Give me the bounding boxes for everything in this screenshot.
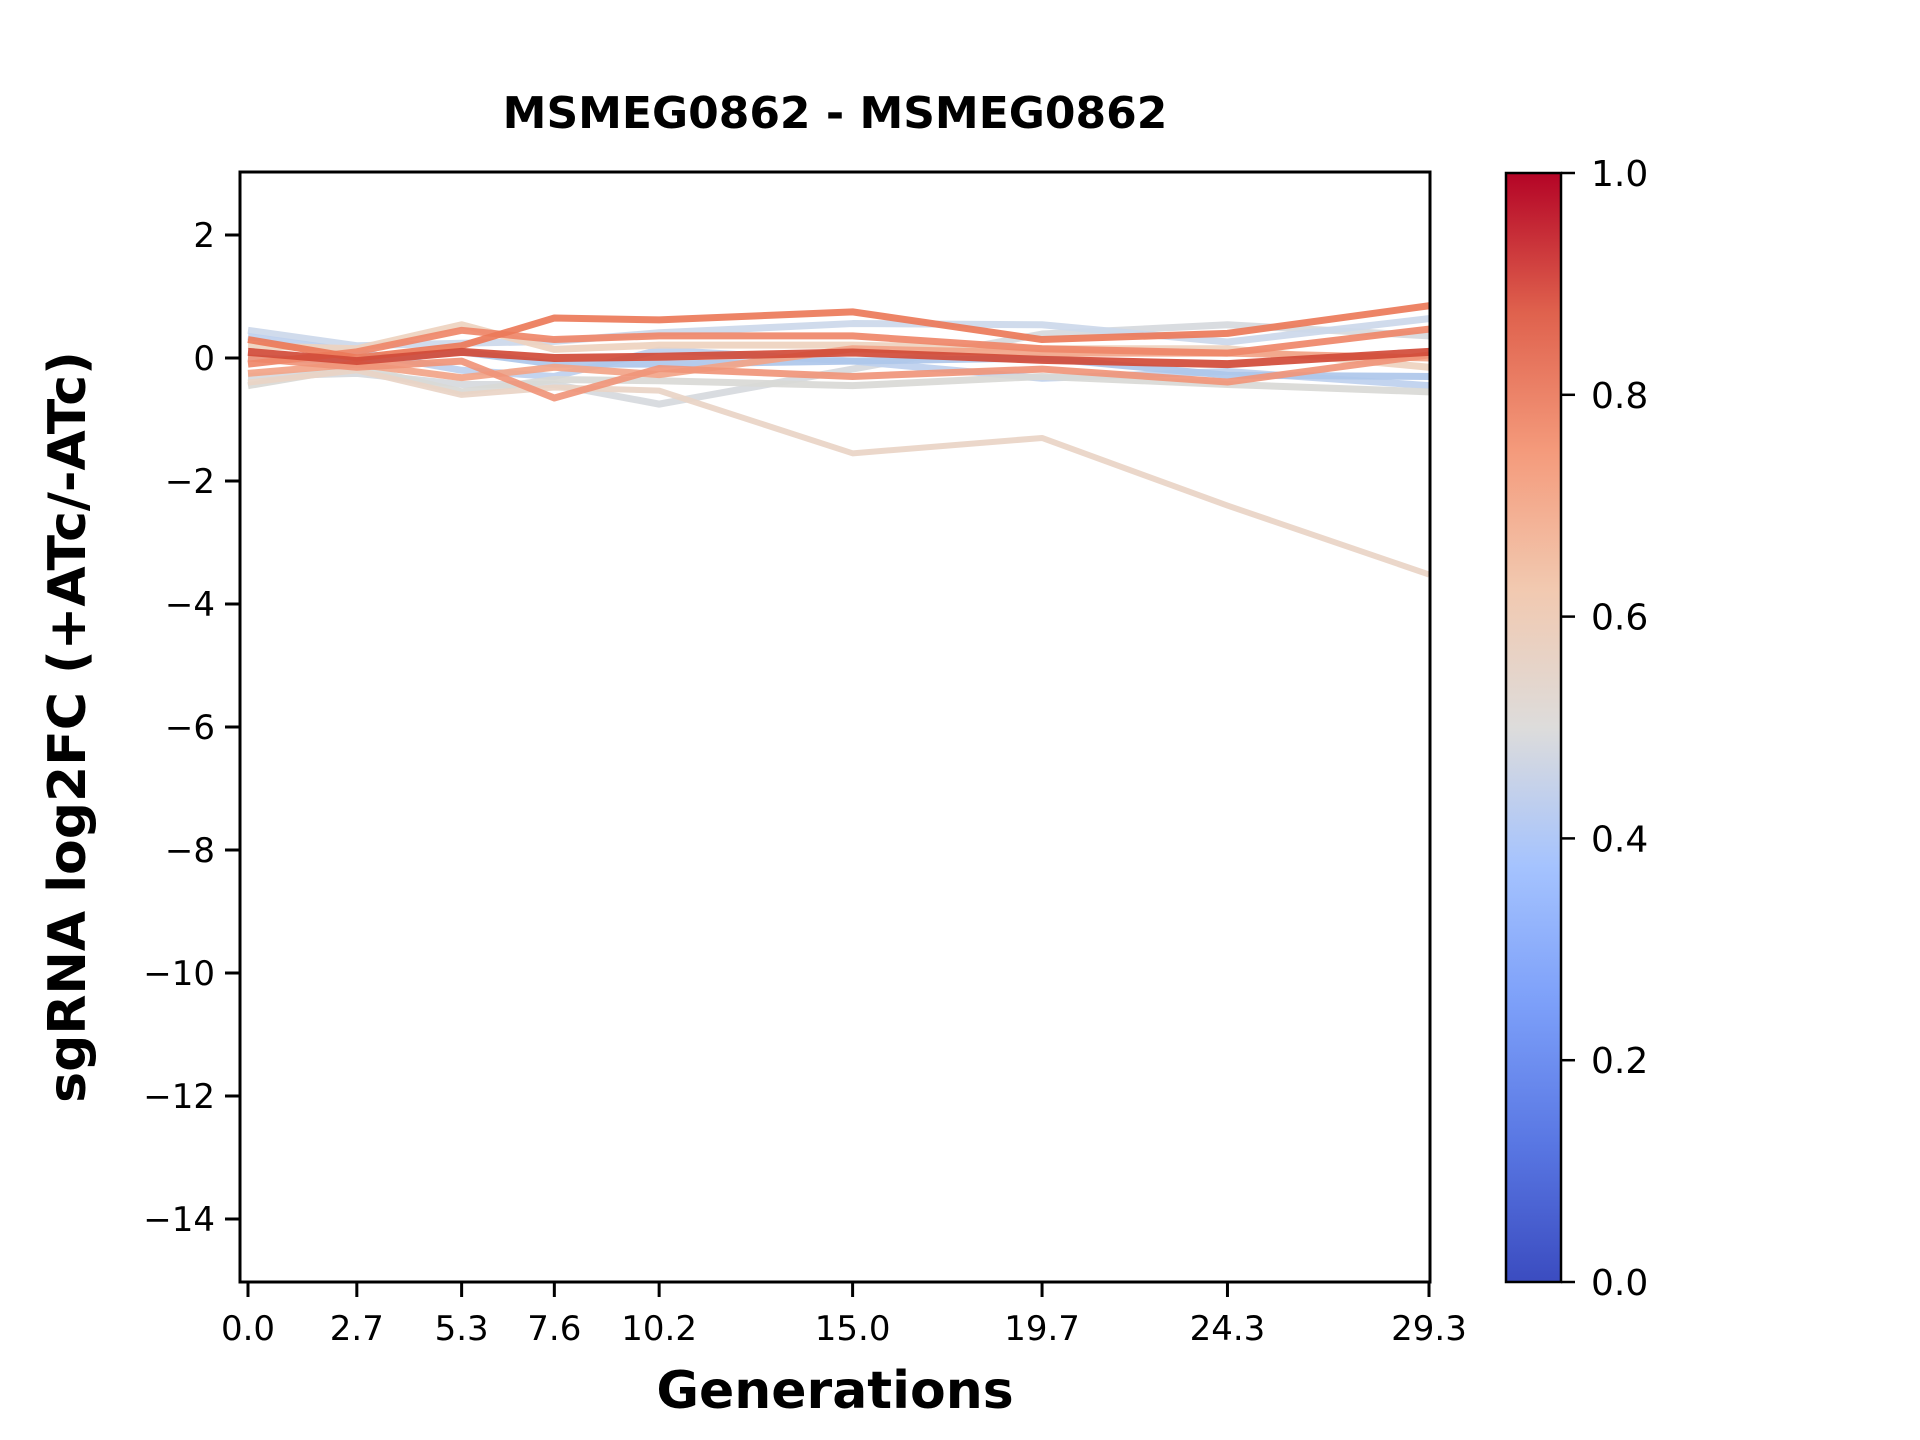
y-axis-label: sgRNA log2FC (+ATc/-ATc) — [38, 351, 98, 1103]
y-tick-label: −10 — [143, 954, 215, 994]
colorbar-gradient — [1504, 171, 1563, 1284]
x-axis-label: Generations — [656, 1361, 1013, 1421]
colorbar-tick-label: 0.4 — [1591, 819, 1648, 860]
y-tick-label: −12 — [143, 1077, 215, 1117]
x-tick-label: 19.7 — [1004, 1309, 1080, 1349]
y-tick-label: 2 — [193, 216, 215, 256]
colorbar-tick-label: 1.0 — [1591, 154, 1648, 195]
colorbar: 1.0 0.8 0.6 0.4 0.2 0.0 — [1504, 154, 1648, 1304]
x-tick-label: 0.0 — [221, 1309, 275, 1349]
x-axis-ticks: 0.0 2.7 5.3 7.6 10.2 15.0 19.7 24.3 29.3 — [221, 1282, 1467, 1349]
colorbar-ticks: 1.0 0.8 0.6 0.4 0.2 0.0 — [1561, 154, 1648, 1304]
y-tick-label: −2 — [165, 462, 215, 502]
series-line-sgRNA-11 — [247, 302, 1430, 362]
x-tick-label: 10.2 — [621, 1309, 697, 1349]
x-tick-label: 29.3 — [1391, 1309, 1467, 1349]
x-tick-label: 2.7 — [330, 1309, 384, 1349]
y-tick-label: −14 — [143, 1200, 215, 1240]
x-tick-label: 7.6 — [527, 1309, 581, 1349]
series-line-sgRNA-12 — [247, 347, 1430, 369]
y-tick-label: −8 — [165, 831, 215, 871]
y-tick-label: 0 — [193, 339, 215, 379]
series-line-sgRNA-09 — [247, 351, 1430, 402]
series-lines — [247, 302, 1430, 578]
series-line-sgRNA-07 — [247, 367, 1430, 578]
series-line-sgRNA-10 — [247, 325, 1430, 368]
colorbar-tick-label: 0.6 — [1591, 598, 1648, 639]
y-axis-ticks: 2 0 −2 −4 −6 −8 −10 −12 −14 — [143, 216, 240, 1240]
x-tick-label: 24.3 — [1190, 1309, 1266, 1349]
colorbar-tick-label: 0.2 — [1591, 1041, 1648, 1082]
y-tick-label: −4 — [165, 585, 215, 625]
x-tick-label: 15.0 — [815, 1309, 891, 1349]
chart-title: MSMEG0862 - MSMEG0862 — [503, 88, 1168, 139]
y-tick-label: −6 — [165, 708, 215, 748]
colorbar-tick-label: 0.0 — [1591, 1263, 1648, 1304]
colorbar-tick-label: 0.8 — [1591, 376, 1648, 417]
x-tick-label: 5.3 — [435, 1309, 489, 1349]
